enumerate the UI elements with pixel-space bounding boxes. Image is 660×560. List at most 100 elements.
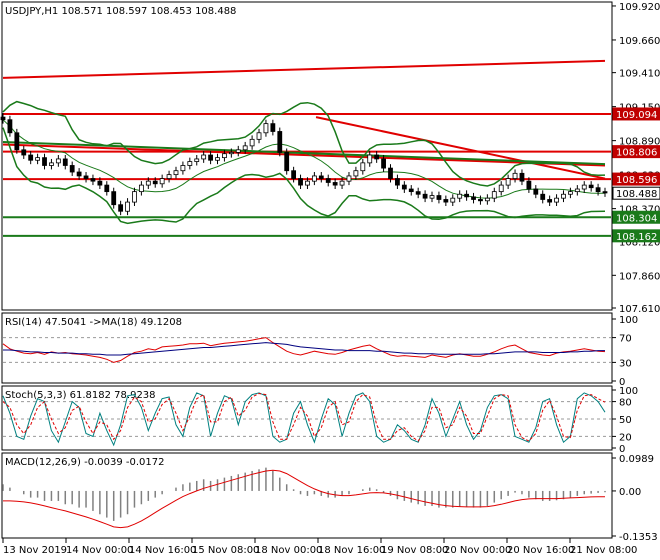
candle: [132, 191, 137, 203]
stoch-line: [2, 392, 606, 442]
candle: [55, 158, 61, 164]
rsi-panel-frame: [1, 312, 613, 384]
candle: [194, 158, 200, 162]
time-tick-label: 18 Nov 16:00: [318, 545, 385, 556]
rsi-lines: [2, 337, 611, 363]
candle: [277, 131, 283, 153]
time-tick-label: 21 Nov 08:00: [570, 545, 637, 556]
rsi-line: [2, 337, 606, 363]
rsi-y-tick-label: 100: [619, 315, 638, 326]
time-tick-label: 20 Nov 16:00: [507, 545, 574, 556]
stoch-y-tick-label: 0: [619, 444, 625, 455]
price-y-tick-label: 108.120: [619, 237, 660, 248]
price-y-tick-label: 107.860: [619, 271, 660, 282]
candle: [533, 188, 539, 195]
candle: [388, 167, 393, 179]
candle: [436, 195, 442, 200]
candle: [125, 201, 130, 212]
candle: [443, 199, 449, 203]
macd-signal-line: [3, 469, 606, 529]
candle: [381, 158, 386, 169]
candle: [512, 172, 518, 179]
price-y-tick-label: 109.410: [619, 69, 660, 80]
candle: [311, 175, 317, 182]
stoch-y-tick-label: 80: [619, 398, 632, 409]
price-label: 109.094: [616, 110, 657, 121]
trendline: [2, 59, 606, 79]
price-label-box: [612, 172, 660, 186]
bollinger-upper: [2, 100, 606, 187]
candle: [561, 193, 566, 199]
candle: [588, 184, 594, 189]
candle: [408, 188, 414, 193]
candle: [478, 199, 483, 202]
candle: [0, 116, 6, 121]
trendline: [2, 143, 606, 167]
price-y-tick-label: 109.660: [619, 36, 660, 47]
rsi-y-axis: 100 70 30 0: [612, 315, 638, 388]
candle: [180, 165, 186, 172]
price-y-tick-label: 108.370: [619, 205, 660, 216]
candle: [595, 187, 601, 193]
price-y-tick-label: 109.920: [619, 2, 660, 13]
candle: [118, 204, 124, 212]
candle: [104, 184, 110, 193]
candle: [263, 123, 269, 134]
candle: [346, 175, 352, 182]
candle: [491, 191, 497, 199]
candle: [222, 153, 227, 159]
rsi-y-tick-label: 0: [619, 377, 625, 388]
candle: [97, 180, 103, 186]
stoch-y-tick-label: 50: [619, 415, 632, 426]
candle: [28, 154, 34, 161]
candle: [526, 180, 532, 190]
candle: [256, 132, 262, 140]
price-label-box: [612, 107, 660, 121]
candle: [35, 157, 40, 161]
rsi-panel: RSI(14) 47.5041 ->MA(18) 49.1208 100 70 30…: [1, 312, 638, 388]
candle: [208, 154, 213, 161]
time-tick-label: 18 Nov 00:00: [255, 545, 322, 556]
candle: [152, 180, 158, 185]
candle: [568, 191, 573, 195]
candle: [215, 157, 220, 161]
stochastic-panel-frame: [1, 385, 613, 451]
candle: [325, 178, 331, 183]
price-panel: USDJPY,H1 108.571 108.597 108.453 108.48…: [0, 1, 660, 315]
candle: [401, 184, 407, 190]
candle: [173, 170, 179, 176]
candle: [450, 197, 456, 203]
time-tick-label: 13 Nov 2019: [3, 545, 67, 556]
price-labels: 109.094 108.806 108.596 108.488 108.304 108.1…: [612, 107, 660, 243]
candle: [7, 119, 13, 134]
price-y-tick-label: 107.610: [619, 304, 660, 315]
candle: [21, 149, 27, 156]
candle: [270, 123, 276, 132]
candle: [42, 157, 47, 166]
candle: [235, 149, 241, 153]
candle: [540, 193, 546, 200]
macd-panel: MACD(12,26,9) -0.0039 -0.0172 0.0989 0.00…: [1, 452, 658, 543]
candle: [360, 162, 366, 172]
candle: [422, 193, 428, 199]
time-tick-label: 20 Nov 00:00: [444, 545, 511, 556]
price-label-box: [612, 145, 660, 159]
candle: [471, 196, 476, 200]
time-tick-label: 14 Nov 00:00: [66, 545, 133, 556]
macd-histogram: [2, 467, 606, 529]
rsi-panel-header: RSI(14) 47.5041 ->MA(18) 49.1208: [5, 317, 182, 328]
candle: [111, 191, 117, 206]
candle: [69, 165, 75, 173]
candle: [305, 180, 310, 186]
trendline: [315, 116, 606, 180]
candle: [332, 182, 338, 186]
rsi-y-tick-label: 30: [619, 358, 632, 369]
candle: [242, 145, 248, 151]
price-label-box: [612, 229, 660, 243]
candle: [505, 178, 511, 186]
candle: [339, 180, 345, 186]
price-panel-header: USDJPY,H1 108.571 108.597 108.453 108.48…: [5, 6, 236, 17]
candle: [318, 175, 324, 179]
bollinger-middle: [2, 119, 606, 199]
